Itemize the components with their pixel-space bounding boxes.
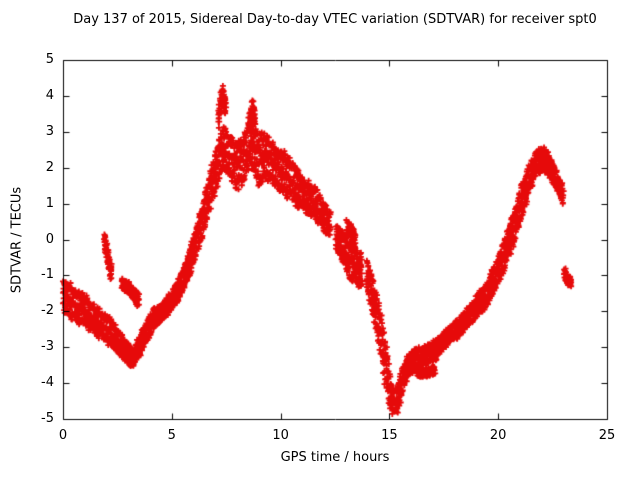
- y-tick-label: -2: [41, 303, 54, 319]
- y-tick-label: -5: [41, 411, 54, 426]
- y-tick-label: 2: [45, 159, 54, 175]
- x-tick-label: 20: [489, 428, 507, 443]
- y-tick-label: 5: [45, 52, 54, 67]
- y-tick-label: 1: [45, 195, 54, 211]
- x-tick-label: 5: [167, 428, 176, 443]
- x-tick-label: 10: [272, 428, 289, 443]
- y-tick-label: 0: [45, 231, 54, 247]
- x-tick-label: 0: [58, 428, 68, 443]
- y-tick-label: -3: [41, 339, 54, 355]
- y-tick-label: 4: [45, 87, 54, 103]
- x-tick-label: 25: [598, 428, 616, 443]
- x-tick-label: 15: [381, 428, 398, 443]
- y-tick-label: -1: [41, 267, 54, 283]
- y-tick-label: 3: [45, 123, 54, 139]
- y-tick-label: -4: [41, 375, 54, 391]
